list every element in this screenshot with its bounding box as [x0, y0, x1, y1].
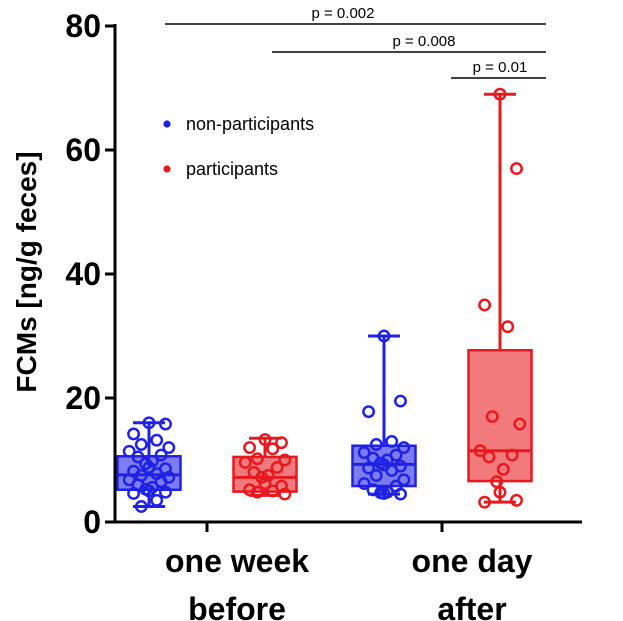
data-point — [377, 329, 391, 343]
y-tick-label: 0 — [83, 504, 101, 540]
data-point — [505, 448, 519, 462]
data-point — [278, 453, 292, 467]
data-point — [357, 446, 371, 460]
data-point — [266, 484, 280, 498]
iqr-box — [467, 349, 533, 483]
data-point — [485, 410, 499, 424]
data-point — [513, 417, 527, 431]
data-point — [127, 427, 141, 441]
data-point — [250, 485, 264, 499]
x-category-label: one week — [165, 543, 309, 579]
data-point — [266, 442, 280, 456]
x-category-label: after — [437, 591, 506, 621]
data-point — [493, 485, 507, 499]
data-point — [501, 320, 515, 334]
legend: non-participants participants — [163, 114, 314, 179]
non-participants-box-before — [116, 416, 182, 513]
data-point — [478, 298, 492, 312]
data-point — [145, 454, 159, 468]
data-point — [385, 434, 399, 448]
y-tick-label: 40 — [65, 256, 101, 292]
significance-brackets: p = 0.002 p = 0.008 p = 0.01 — [165, 5, 546, 79]
data-point — [394, 487, 407, 501]
data-point — [258, 433, 272, 446]
p-value-label: p = 0.008 — [393, 33, 456, 50]
data-point — [154, 475, 168, 489]
data-point — [377, 487, 391, 500]
data-point — [385, 464, 399, 477]
participants-box-before — [232, 433, 298, 501]
data-point — [162, 441, 176, 455]
data-point — [255, 470, 269, 484]
data-point — [394, 394, 407, 408]
data-point — [357, 477, 371, 491]
data-point — [134, 500, 148, 513]
x-category-label: one day — [412, 543, 533, 579]
data-point — [154, 448, 168, 462]
data-point — [510, 162, 523, 176]
data-point — [243, 441, 257, 455]
boxes — [116, 87, 533, 513]
data-point — [366, 483, 380, 497]
p-value-label: p = 0.01 — [473, 59, 528, 76]
data-point — [275, 436, 288, 450]
participants-box-after — [467, 87, 533, 509]
data-point — [270, 460, 284, 474]
data-point — [142, 460, 156, 474]
data-point — [142, 416, 156, 430]
data-point — [397, 473, 411, 487]
data-point — [159, 417, 172, 431]
non-participants-box-after — [351, 329, 417, 501]
y-axis-title: FCMs [ng/g feces] — [11, 151, 42, 392]
data-point — [482, 450, 496, 464]
data-point — [478, 495, 492, 509]
axes: 0 20 40 60 80 one week before one day after — [65, 8, 582, 621]
data-point — [250, 452, 264, 466]
data-point — [369, 438, 383, 451]
p-value-label: p = 0.002 — [312, 5, 375, 22]
data-point — [369, 469, 383, 482]
data-point — [473, 444, 487, 458]
data-point — [258, 477, 272, 491]
data-point — [127, 487, 141, 500]
y-tick-label: 20 — [65, 380, 101, 416]
data-point — [150, 493, 164, 507]
legend-label: non-participants — [186, 114, 314, 134]
data-point — [362, 405, 376, 419]
data-point — [510, 493, 523, 507]
x-category-label: before — [188, 591, 286, 621]
y-tick-label: 80 — [65, 8, 101, 44]
y-tick-label: 60 — [65, 132, 101, 168]
data-point — [278, 487, 292, 501]
data-point — [150, 433, 164, 447]
data-point — [493, 87, 507, 101]
data-point — [122, 444, 136, 458]
data-point — [362, 461, 376, 475]
legend-marker — [163, 165, 171, 173]
data-point — [131, 450, 145, 464]
data-point — [496, 462, 510, 476]
data-point — [142, 484, 156, 498]
data-point — [159, 485, 172, 499]
data-point — [238, 456, 252, 469]
legend-marker — [163, 120, 171, 128]
data-point — [397, 441, 411, 455]
legend-label: participants — [186, 159, 278, 179]
data-point — [243, 483, 257, 497]
data-point — [134, 438, 148, 451]
